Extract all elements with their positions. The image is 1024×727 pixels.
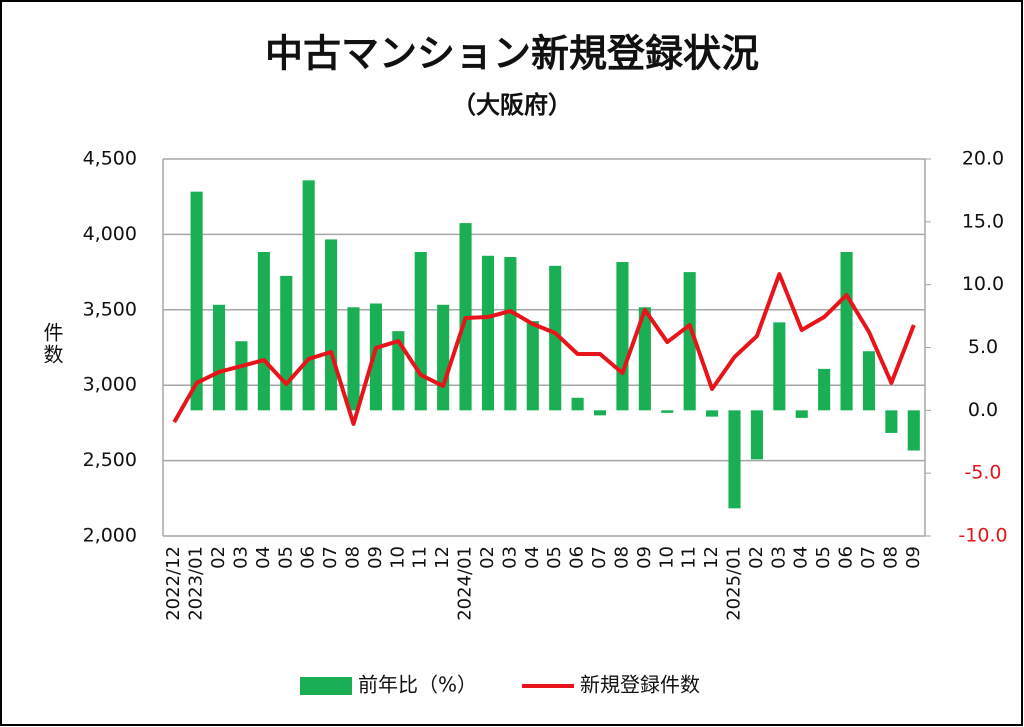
bar bbox=[414, 251, 427, 411]
bar bbox=[235, 341, 248, 411]
x-tick-label: 10 bbox=[656, 546, 677, 569]
x-tick-label: 03 bbox=[499, 546, 520, 569]
bar bbox=[616, 262, 629, 411]
bar bbox=[481, 255, 495, 411]
x-tick-label: 09 bbox=[903, 546, 924, 569]
bar bbox=[750, 410, 763, 460]
bar bbox=[369, 303, 382, 411]
x-tick-label: 04 bbox=[791, 546, 812, 569]
x-tick-label: 2024/01 bbox=[455, 546, 476, 621]
x-tick-label: 04 bbox=[522, 546, 543, 569]
x-tick-label: 04 bbox=[253, 546, 274, 569]
bar bbox=[257, 251, 270, 411]
x-tick-label: 12 bbox=[432, 546, 453, 569]
x-tick-label: 11 bbox=[679, 546, 700, 569]
x-tick-label: 03 bbox=[230, 546, 251, 569]
x-tick-label: 09 bbox=[634, 546, 655, 569]
y2-tick-label: 20.0 bbox=[962, 148, 1004, 170]
bar bbox=[347, 307, 360, 411]
bar bbox=[392, 331, 405, 411]
y-axis-label: 件数 bbox=[40, 322, 64, 366]
y2-tick-label: 5.0 bbox=[968, 336, 998, 358]
y2-tick-label: 0.0 bbox=[968, 399, 998, 421]
bar bbox=[885, 410, 898, 433]
x-tick-label: 06 bbox=[567, 546, 588, 569]
bar bbox=[638, 307, 651, 411]
bar bbox=[862, 351, 876, 411]
y-tick-label: 3,500 bbox=[83, 298, 137, 320]
y2-tick-label: -10.0 bbox=[958, 525, 1007, 547]
x-tick-label: 08 bbox=[880, 546, 901, 569]
bar bbox=[683, 272, 696, 411]
x-tick-label: 2023/01 bbox=[186, 546, 207, 621]
x-tick-label: 05 bbox=[544, 546, 565, 569]
legend-swatch bbox=[300, 677, 352, 695]
bar bbox=[728, 410, 741, 509]
y2-tick-label: 10.0 bbox=[962, 273, 1004, 295]
x-tick-label: 08 bbox=[343, 546, 364, 569]
bar bbox=[706, 410, 719, 417]
x-tick-label: 02 bbox=[208, 546, 229, 569]
bar bbox=[593, 410, 607, 416]
bar bbox=[190, 191, 203, 411]
bar bbox=[437, 304, 450, 411]
y2-tick-label: 15.0 bbox=[962, 210, 1004, 232]
legend-label: 新規登録件数 bbox=[580, 673, 700, 697]
chart-title: 中古マンション新規登録状況 bbox=[265, 32, 759, 76]
bar bbox=[325, 239, 338, 411]
x-tick-label: 02 bbox=[477, 546, 498, 569]
x-tick-label: 09 bbox=[365, 546, 386, 569]
y-tick-label: 2,000 bbox=[83, 525, 137, 547]
bar bbox=[571, 397, 584, 411]
x-tick-label: 08 bbox=[611, 546, 632, 569]
bar bbox=[818, 368, 831, 411]
bar bbox=[795, 410, 808, 418]
bar bbox=[840, 251, 853, 411]
x-tick-label: 03 bbox=[768, 546, 789, 569]
x-tick-label: 05 bbox=[275, 546, 296, 569]
x-tick-label: 02 bbox=[746, 546, 767, 569]
x-tick-label: 05 bbox=[813, 546, 834, 569]
bar bbox=[907, 410, 920, 451]
bar bbox=[526, 321, 539, 411]
x-tick-label: 06 bbox=[836, 546, 857, 569]
x-tick-label: 2022/12 bbox=[163, 546, 184, 621]
bar bbox=[549, 265, 562, 411]
x-tick-label: 07 bbox=[589, 546, 610, 569]
x-tick-label: 10 bbox=[387, 546, 408, 569]
y2-tick-label: -5.0 bbox=[964, 462, 1001, 484]
bar bbox=[661, 410, 674, 413]
x-tick-label: 07 bbox=[858, 546, 879, 569]
x-tick-label: 06 bbox=[298, 546, 319, 569]
y-tick-label: 4,500 bbox=[83, 148, 137, 170]
bar bbox=[212, 304, 226, 411]
bar bbox=[773, 322, 786, 411]
x-tick-label: 12 bbox=[701, 546, 722, 569]
chart-subtitle: （大阪府） bbox=[452, 91, 572, 119]
bar bbox=[504, 257, 517, 411]
y-tick-label: 3,000 bbox=[83, 374, 137, 396]
bar bbox=[280, 275, 293, 411]
bar bbox=[302, 180, 315, 411]
legend-label: 前年比（%） bbox=[358, 673, 477, 697]
y-tick-label: 2,500 bbox=[83, 449, 137, 471]
y-tick-label: 4,000 bbox=[83, 223, 137, 245]
x-tick-label: 11 bbox=[410, 546, 431, 569]
x-tick-label: 07 bbox=[320, 546, 341, 569]
line bbox=[172, 272, 916, 426]
x-tick-label: 2025/01 bbox=[724, 546, 745, 621]
